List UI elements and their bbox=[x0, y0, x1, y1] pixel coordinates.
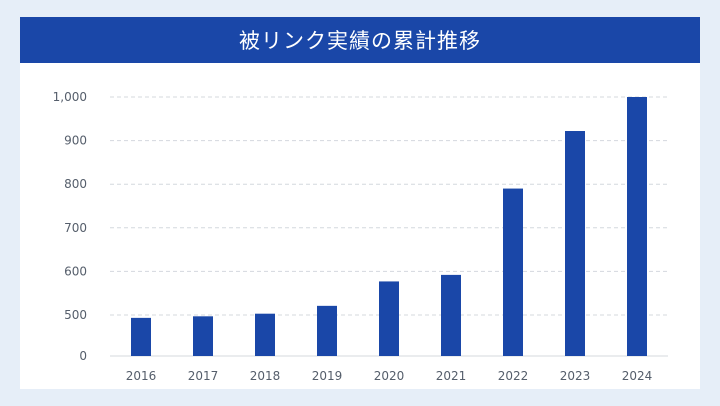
bar-2020 bbox=[379, 281, 399, 356]
x-tick-label: 2017 bbox=[188, 369, 219, 383]
x-tick-label: 2024 bbox=[622, 369, 653, 383]
x-tick-label: 2019 bbox=[312, 369, 343, 383]
bar-2021 bbox=[441, 274, 461, 356]
bars bbox=[131, 97, 647, 356]
y-tick-label: 700 bbox=[64, 221, 87, 235]
x-tick-label: 2018 bbox=[250, 369, 281, 383]
bar-2023 bbox=[565, 131, 585, 356]
bar-2017 bbox=[193, 316, 213, 356]
y-tick-label: 0 bbox=[79, 349, 87, 363]
chart-title-bar: 被リンク実績の累計推移 bbox=[20, 17, 700, 63]
bar-2022 bbox=[503, 188, 523, 356]
y-tick-label: 800 bbox=[64, 177, 87, 191]
bar-2018 bbox=[255, 313, 275, 356]
chart-title: 被リンク実績の累計推移 bbox=[239, 29, 481, 53]
bar-2016 bbox=[131, 317, 151, 356]
y-tick-label: 900 bbox=[64, 134, 87, 148]
y-axis-tick-labels: 0 500 600 700 800 900 1,000 bbox=[53, 90, 87, 363]
x-tick-label: 2022 bbox=[498, 369, 529, 383]
y-tick-label: 500 bbox=[64, 308, 87, 322]
x-tick-label: 2020 bbox=[374, 369, 405, 383]
bar-2024 bbox=[627, 97, 647, 356]
x-tick-label: 2016 bbox=[126, 369, 157, 383]
y-tick-label: 1,000 bbox=[53, 90, 87, 104]
bar-2019 bbox=[317, 305, 337, 356]
x-tick-label: 2021 bbox=[436, 369, 467, 383]
y-tick-label: 600 bbox=[64, 264, 87, 278]
x-axis-tick-labels: 2016 2017 2018 2019 2020 2021 2022 2023 2024 bbox=[126, 369, 653, 383]
chart-card: 被リンク実績の累計推移 0 500 600 700 800 900 1,000 2016 20… bbox=[20, 17, 700, 389]
x-tick-label: 2023 bbox=[560, 369, 591, 383]
